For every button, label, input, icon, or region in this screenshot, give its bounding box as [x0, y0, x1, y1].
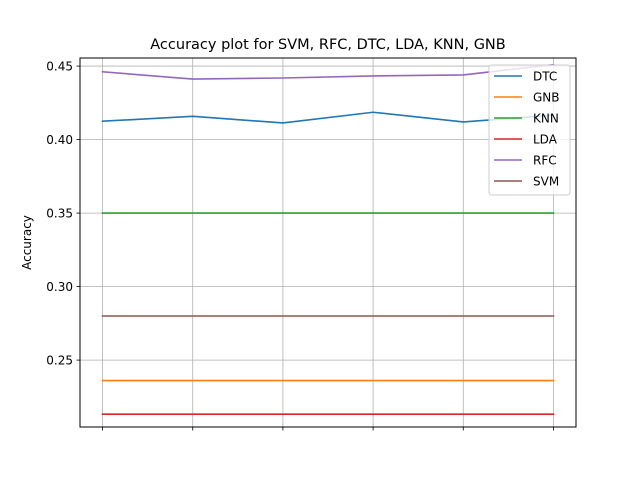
chart-title: Accuracy plot for SVM, RFC, DTC, LDA, KN… — [150, 37, 505, 53]
y-tick-label: 0.45 — [46, 60, 73, 74]
y-tick-label: 0.35 — [46, 207, 73, 221]
legend: DTC GNB KNN LDA RFC SVM — [488, 64, 571, 196]
y-tick-label: 0.30 — [46, 280, 73, 294]
series-line-dtc — [101, 111, 555, 124]
series-layer — [101, 63, 555, 416]
y-tick-label: 0.40 — [46, 133, 73, 147]
legend-label-lda: LDA — [533, 133, 558, 147]
series-line-rfc — [101, 63, 555, 80]
legend-label-svm: SVM — [533, 175, 559, 189]
y-tick-label: 0.25 — [46, 354, 73, 368]
legend-label-rfc: RFC — [533, 154, 557, 168]
legend-label-gnb: GNB — [533, 91, 560, 105]
legend-label-knn: KNN — [533, 112, 559, 126]
tick-layer: 0.25 0.30 0.35 0.40 0.45 — [46, 60, 554, 431]
plot-frame — [79, 57, 577, 428]
legend-label-dtc: DTC — [533, 70, 557, 84]
y-axis-label: Accuracy — [20, 215, 34, 270]
